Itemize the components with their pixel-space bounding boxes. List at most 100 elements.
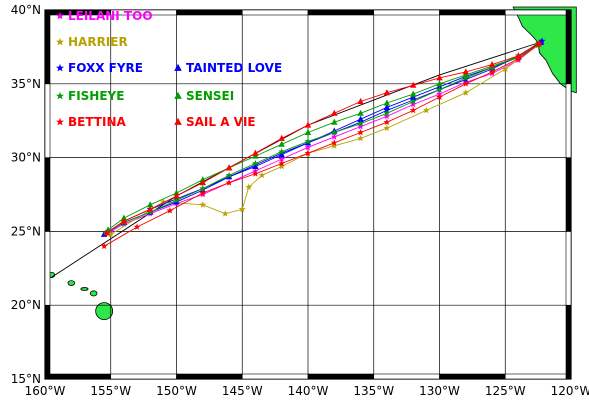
legend-item-fisheye: FISHEYE: [56, 89, 124, 103]
frame-bar-right: [565, 157, 572, 232]
track-sail-a-vie: [103, 40, 542, 236]
track-point-sensei: [383, 99, 391, 106]
frame-bar-bottom: [373, 373, 440, 380]
track-point-sail-a-vie: [515, 52, 522, 59]
legend-marker-bettina: [56, 117, 64, 126]
track-point-harrier: [107, 230, 115, 238]
track-point-sensei: [357, 109, 364, 116]
lon-tick-label: 160°W: [25, 384, 66, 398]
legend-label-foxx-fyre: FOXX FYRE: [68, 61, 143, 75]
frame-bar-right: [565, 231, 572, 306]
lon-tick-label: 150°W: [156, 384, 197, 398]
track-point-sensei: [410, 90, 417, 97]
track-point-sail-a-vie: [252, 149, 259, 156]
track-point-bettina: [133, 223, 141, 230]
california-coast: [512, 6, 577, 94]
track-point-fisheye: [462, 74, 470, 81]
latitude-axis: 40°N 35°N 30°N 25°N 20°N 15°N: [11, 3, 41, 386]
track-point-harrier: [221, 210, 229, 217]
frame-bar-left: [44, 83, 51, 158]
track-point-bettina: [225, 179, 233, 186]
track-line-harrier: [110, 43, 540, 235]
lat-tick-label: 15°N: [11, 372, 41, 386]
island-maui: [89, 290, 98, 297]
track-point-leilani-too: [409, 100, 417, 108]
frame-bar-right: [565, 83, 572, 158]
frame-bar-left: [44, 157, 51, 232]
track-point-sail-a-vie: [410, 81, 417, 88]
track-point-sail-a-vie: [199, 179, 206, 186]
frame-bar-bottom: [307, 373, 375, 380]
track-line-foxx-fyre: [106, 40, 543, 234]
track-point-sail-a-vie: [103, 229, 110, 236]
track-point-bettina: [462, 80, 470, 87]
track-point-leilani-too: [304, 143, 312, 151]
track-point-fisheye: [330, 128, 338, 136]
legend-item-sail-a-vie: SAIL A VIE: [174, 115, 256, 129]
track-point-sail-a-vie: [225, 164, 233, 171]
lon-tick-label: 130°W: [419, 384, 460, 398]
track-point-bettina: [252, 170, 259, 177]
track-point-sail-a-vie: [534, 40, 542, 47]
frame-bar-right: [565, 9, 572, 85]
track-point-harrier: [357, 134, 364, 142]
map-frame: [44, 9, 572, 380]
track-point-harrier: [330, 142, 338, 149]
frame-bar-left: [44, 9, 51, 85]
track-point-fisheye: [383, 109, 391, 117]
frame-bar-bottom: [504, 373, 572, 380]
track-point-bettina: [278, 159, 286, 167]
legend-marker-foxx-fyre: [56, 63, 64, 72]
track-point-sail-a-vie: [278, 134, 285, 141]
track-point-leilani-too: [330, 133, 338, 140]
track-point-fisheye: [173, 196, 180, 204]
lon-tick-label: 125°W: [485, 384, 526, 398]
track-point-harrier: [258, 171, 266, 179]
legend-label-sensei: SENSEI: [186, 89, 234, 103]
track-point-fisheye: [304, 137, 312, 145]
track-point-bettina: [383, 118, 391, 126]
track-point-tainted-love: [252, 162, 259, 169]
track-point-sensei: [147, 201, 154, 208]
track-line-fisheye: [105, 45, 539, 234]
lat-tick-label: 30°N: [11, 151, 41, 165]
track-point-leilani-too: [383, 112, 391, 120]
frame-bar-top: [241, 9, 309, 16]
frame-bar-bottom: [241, 373, 309, 380]
track-point-sensei: [304, 128, 312, 135]
frame-bar-bottom: [110, 373, 177, 380]
island-oahu: [67, 280, 76, 286]
track-point-sail-a-vie: [462, 68, 469, 75]
track-point-harrier: [199, 201, 207, 208]
track-point-sensei: [278, 140, 285, 147]
track-point-foxx-fyre: [538, 37, 546, 44]
boat-tracks: [100, 37, 546, 250]
track-point-harrier: [383, 124, 391, 131]
track-point-sail-a-vie: [304, 121, 312, 128]
legend-item-bettina: BETTINA: [56, 115, 126, 129]
track-point-fisheye: [252, 159, 259, 167]
track-point-harrier: [245, 183, 253, 190]
track-point-bettina: [357, 128, 364, 136]
track-point-fisheye: [357, 120, 364, 127]
island-hawaii-big: [95, 302, 114, 321]
plot-area: [44, 6, 577, 380]
legend-marker-fisheye: [56, 91, 64, 100]
lon-tick-label: 140°W: [288, 384, 329, 398]
legend-label-harrier: HARRIER: [68, 35, 128, 49]
track-line-sail-a-vie: [106, 43, 539, 234]
frame-bar-top: [307, 9, 375, 16]
track-point-harrier: [159, 198, 167, 205]
legend-label-tainted-love: TAINTED LOVE: [186, 61, 282, 75]
track-line-leilani-too: [110, 43, 540, 232]
track-point-bettina: [409, 106, 417, 114]
longitude-axis: 160°W 155°W 150°W 145°W 140°W 135°W 130°W 125°W…: [25, 384, 589, 398]
track-point-bettina: [515, 55, 522, 62]
track-point-bettina: [100, 242, 108, 250]
track-point-bettina: [436, 93, 443, 100]
track-point-sail-a-vie: [436, 74, 443, 81]
track-point-bettina: [304, 149, 312, 157]
legend-marker-sail-a-vie: [174, 117, 182, 125]
legend-marker-sensei: [174, 91, 182, 99]
track-point-harrier: [278, 162, 286, 170]
